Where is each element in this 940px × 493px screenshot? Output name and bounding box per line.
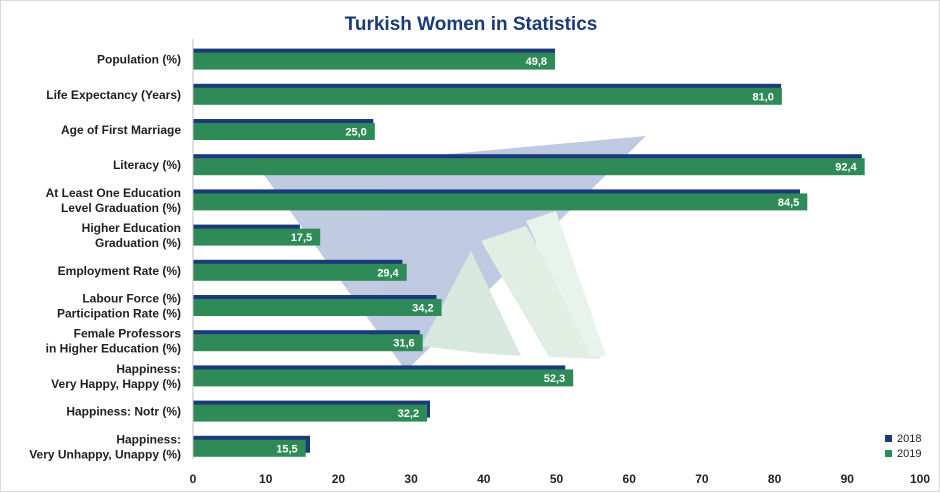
bar-2019 bbox=[193, 263, 407, 281]
bar-2019 bbox=[193, 52, 555, 70]
data-label: 32,2 bbox=[398, 408, 419, 420]
data-label: 92,4 bbox=[835, 162, 857, 174]
legend-label: 2018 bbox=[897, 433, 921, 445]
legend-label: 2019 bbox=[897, 448, 921, 460]
x-axis-ticks: 0 10 20 30 40 50 60 70 80 90 100 bbox=[190, 472, 931, 486]
data-label: 17,5 bbox=[291, 232, 312, 244]
data-label: 31,6 bbox=[393, 338, 414, 350]
bar-2019 bbox=[193, 334, 423, 352]
data-label: 34,2 bbox=[412, 303, 433, 315]
category-label: Life Expectancy (Years) bbox=[46, 88, 181, 102]
category-label: Higher Education Graduation (%) bbox=[82, 221, 181, 250]
bar-2019 bbox=[193, 369, 574, 387]
category-label: At Least One Education Level Graduation (… bbox=[46, 186, 181, 215]
bar-2019 bbox=[193, 123, 375, 140]
category-labels: Population (%) Life Expectancy (Years) Age… bbox=[29, 53, 181, 462]
legend-swatch bbox=[885, 450, 892, 457]
data-label: 25,0 bbox=[345, 127, 366, 139]
x-tick-label: 60 bbox=[623, 472, 637, 486]
x-tick-label: 30 bbox=[404, 472, 418, 486]
data-label: 49,8 bbox=[526, 56, 547, 68]
x-tick-label: 80 bbox=[768, 472, 782, 486]
category-label: Age of First Marriage bbox=[61, 123, 181, 137]
data-label: 29,4 bbox=[377, 267, 399, 279]
legend-swatch bbox=[885, 435, 892, 442]
category-label: Literacy (%) bbox=[113, 158, 181, 172]
data-label: 84,5 bbox=[778, 197, 799, 209]
bar-2019 bbox=[193, 158, 865, 176]
x-tick-label: 100 bbox=[910, 472, 930, 486]
data-label: 81,0 bbox=[752, 91, 773, 103]
x-tick-label: 10 bbox=[259, 472, 273, 486]
chart-title: Turkish Women in Statistics bbox=[345, 14, 598, 35]
bar-2019 bbox=[193, 228, 321, 246]
category-label: Happiness: Very Unhappy, Unappy (%) bbox=[29, 432, 181, 461]
x-tick-label: 50 bbox=[550, 472, 564, 486]
bar-2019 bbox=[193, 439, 306, 457]
category-label: Happiness: Notr (%) bbox=[66, 405, 181, 419]
x-tick-label: 0 bbox=[190, 472, 197, 486]
bars bbox=[193, 48, 865, 457]
category-label: Population (%) bbox=[97, 53, 181, 67]
data-label: 52,3 bbox=[544, 373, 565, 385]
x-tick-label: 90 bbox=[841, 472, 855, 486]
bar-2019 bbox=[193, 193, 808, 211]
x-tick-label: 70 bbox=[695, 472, 709, 486]
x-tick-label: 20 bbox=[332, 472, 346, 486]
category-label: Happiness: Very Happy, Happy (%) bbox=[51, 362, 181, 391]
category-label: Female Professors in Higher Education (%) bbox=[46, 327, 182, 356]
bar-2019 bbox=[193, 404, 428, 422]
category-label: Labour Force (%) Participation Rate (%) bbox=[57, 292, 181, 321]
x-tick-label: 40 bbox=[477, 472, 491, 486]
bar-2019 bbox=[193, 299, 442, 316]
data-label: 15,5 bbox=[276, 443, 297, 455]
data-labels: 49,8 81,0 25,0 92,4 84,5 17,5 29,4 34,2 31,6 52,3… bbox=[276, 56, 857, 455]
category-label: Employment Rate (%) bbox=[58, 264, 181, 278]
legend: 2018 2019 bbox=[885, 433, 921, 460]
bar-2019 bbox=[193, 87, 782, 105]
